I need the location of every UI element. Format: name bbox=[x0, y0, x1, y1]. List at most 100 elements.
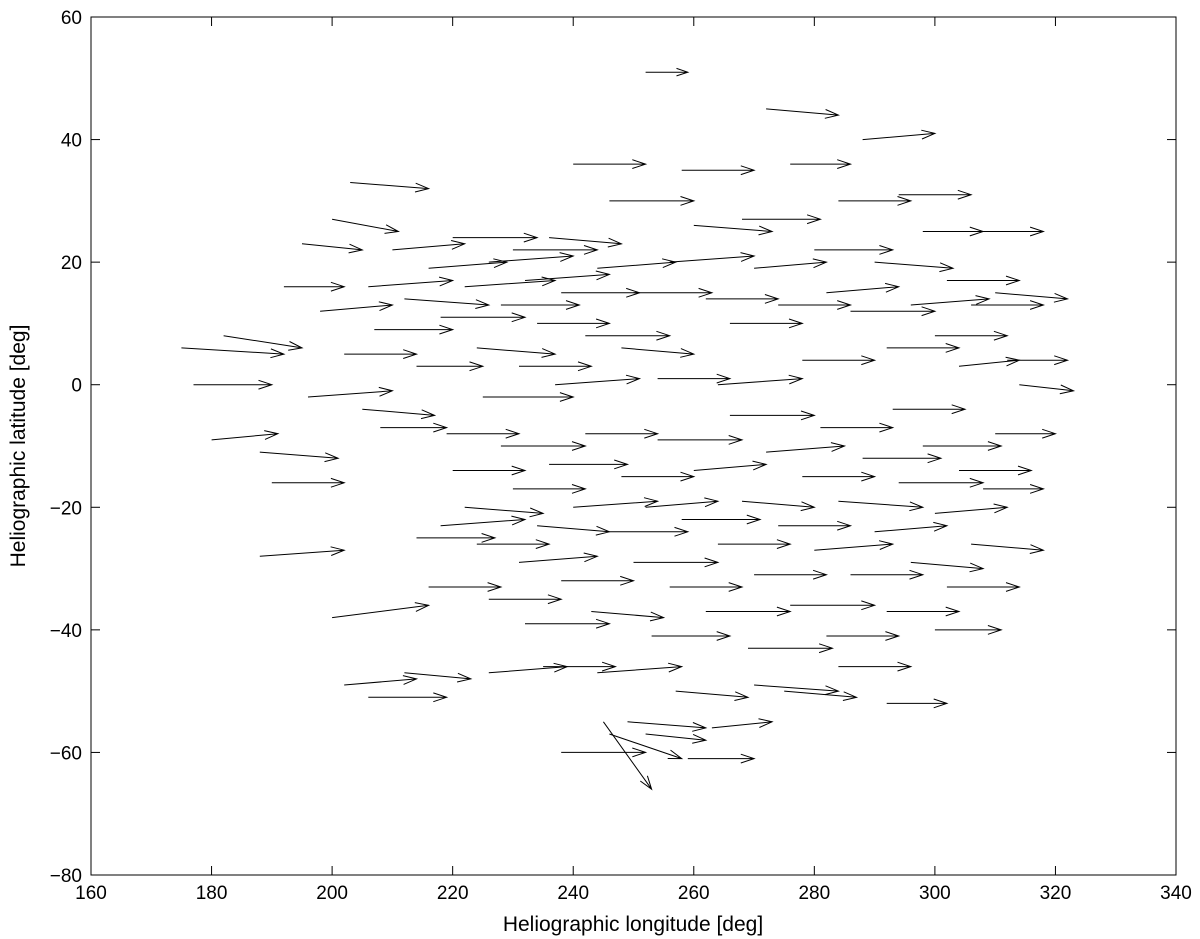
velocity-arrow bbox=[729, 318, 804, 329]
velocity-arrow bbox=[585, 330, 672, 341]
velocity-arrow bbox=[669, 582, 744, 592]
velocity-arrow bbox=[543, 661, 617, 672]
y-tick-label: 60 bbox=[61, 8, 82, 29]
velocity-arrow bbox=[446, 428, 521, 439]
velocity-arrow bbox=[193, 379, 274, 390]
x-axis-label: Heliographic longitude [deg] bbox=[503, 913, 763, 936]
velocity-arrow bbox=[717, 374, 804, 386]
velocity-arrow bbox=[748, 643, 834, 654]
velocity-arrow bbox=[934, 503, 1009, 514]
x-tick-label: 220 bbox=[437, 883, 469, 904]
velocity-arrow bbox=[874, 521, 949, 533]
velocity-arrow bbox=[404, 298, 491, 309]
velocity-arrow bbox=[259, 451, 340, 463]
velocity-arrow bbox=[742, 214, 822, 225]
velocity-arrow bbox=[1007, 355, 1070, 366]
velocity-arrow bbox=[476, 539, 551, 549]
velocity-arrow bbox=[181, 347, 286, 359]
velocity-arrow bbox=[850, 569, 925, 580]
tick-labels: 160 180 200 220 240 260 280 300 320 340−80−60−40−… bbox=[50, 8, 1192, 904]
velocity-arrow bbox=[476, 347, 557, 358]
velocity-arrow bbox=[934, 330, 1009, 341]
velocity-arrow bbox=[561, 575, 636, 586]
velocity-arrow bbox=[573, 497, 660, 508]
velocity-arrow bbox=[416, 361, 485, 372]
x-tick-label: 300 bbox=[919, 883, 951, 904]
velocity-arrow bbox=[500, 441, 587, 451]
velocity-arrow bbox=[452, 465, 527, 476]
velocity-arrow bbox=[983, 484, 1045, 494]
velocity-arrow bbox=[886, 343, 961, 353]
velocity-arrow bbox=[585, 428, 660, 439]
velocity-arrow bbox=[374, 324, 455, 335]
velocity-arrow bbox=[482, 392, 575, 402]
velocity-arrow bbox=[332, 218, 400, 234]
velocity-arrow bbox=[778, 300, 853, 310]
velocity-arrow bbox=[645, 497, 720, 508]
velocity-arrow bbox=[320, 301, 394, 312]
velocity-arrow bbox=[657, 373, 732, 384]
velocity-arrow bbox=[898, 477, 985, 488]
velocity-arrow bbox=[223, 335, 304, 351]
velocity-arrow bbox=[959, 465, 1033, 476]
plot-area bbox=[90, 16, 1177, 876]
velocity-arrow bbox=[838, 196, 913, 206]
velocity-arrow bbox=[754, 258, 828, 269]
y-tick-label: 20 bbox=[61, 253, 82, 274]
velocity-arrow bbox=[838, 500, 925, 512]
velocity-arrow bbox=[368, 692, 449, 703]
velocity-arrow bbox=[669, 252, 756, 263]
y-tick-label: −80 bbox=[50, 866, 82, 887]
y-tick-label: −20 bbox=[50, 498, 82, 519]
velocity-arrow bbox=[802, 471, 877, 482]
y-tick-label: 40 bbox=[61, 131, 82, 152]
axis-ticks bbox=[90, 16, 1177, 876]
velocity-arrow bbox=[946, 275, 1021, 286]
velocity-arrow bbox=[814, 245, 895, 255]
x-tick-label: 180 bbox=[196, 883, 228, 904]
velocity-arrow bbox=[995, 292, 1070, 303]
velocity-arrow bbox=[609, 526, 690, 537]
velocity-arrow bbox=[983, 226, 1045, 237]
velocity-arrow bbox=[627, 721, 708, 732]
x-tick-label: 280 bbox=[798, 883, 830, 904]
velocity-arrow bbox=[675, 690, 750, 701]
velocity-arrow bbox=[922, 441, 1003, 451]
velocity-arrow bbox=[754, 569, 828, 580]
velocity-arrow bbox=[717, 539, 792, 549]
velocity-arrow bbox=[971, 300, 1045, 310]
y-tick-label: −60 bbox=[50, 743, 82, 764]
velocity-arrow bbox=[874, 261, 955, 273]
velocity-arrow bbox=[790, 159, 853, 169]
velocity-arrow bbox=[301, 243, 364, 254]
velocity-arrow bbox=[519, 361, 593, 372]
velocity-arrow bbox=[621, 471, 696, 482]
velocity-arrow bbox=[934, 625, 1003, 635]
velocity-arrow bbox=[380, 422, 449, 433]
velocity-arrow bbox=[645, 733, 708, 744]
velocity-arrow bbox=[838, 661, 913, 672]
velocity-arrow bbox=[946, 582, 1021, 592]
velocity-arrow bbox=[555, 374, 642, 386]
x-tick-label: 260 bbox=[678, 883, 710, 904]
velocity-arrow bbox=[428, 258, 509, 269]
velocity-arrow bbox=[428, 582, 503, 592]
velocity-arrow bbox=[512, 245, 599, 255]
velocity-arrow bbox=[416, 533, 497, 543]
x-tick-label: 240 bbox=[557, 883, 589, 904]
velocity-arrow bbox=[778, 520, 853, 531]
velocity-arrow bbox=[344, 675, 419, 686]
velocity-arrow bbox=[784, 690, 859, 701]
velocity-arrow bbox=[518, 552, 599, 563]
velocity-arrow bbox=[525, 618, 611, 629]
velocity-arrow bbox=[862, 453, 943, 464]
velocity-arrow bbox=[404, 672, 473, 683]
velocity-arrow bbox=[621, 347, 696, 358]
velocity-arrow bbox=[766, 442, 847, 453]
velocity-arrow bbox=[392, 240, 467, 251]
velocity-arrow bbox=[609, 196, 696, 206]
velocity-arrow bbox=[910, 295, 991, 306]
velocity-arrow bbox=[651, 631, 732, 641]
velocity-arrow bbox=[886, 606, 961, 617]
velocity-arrow bbox=[211, 430, 280, 441]
